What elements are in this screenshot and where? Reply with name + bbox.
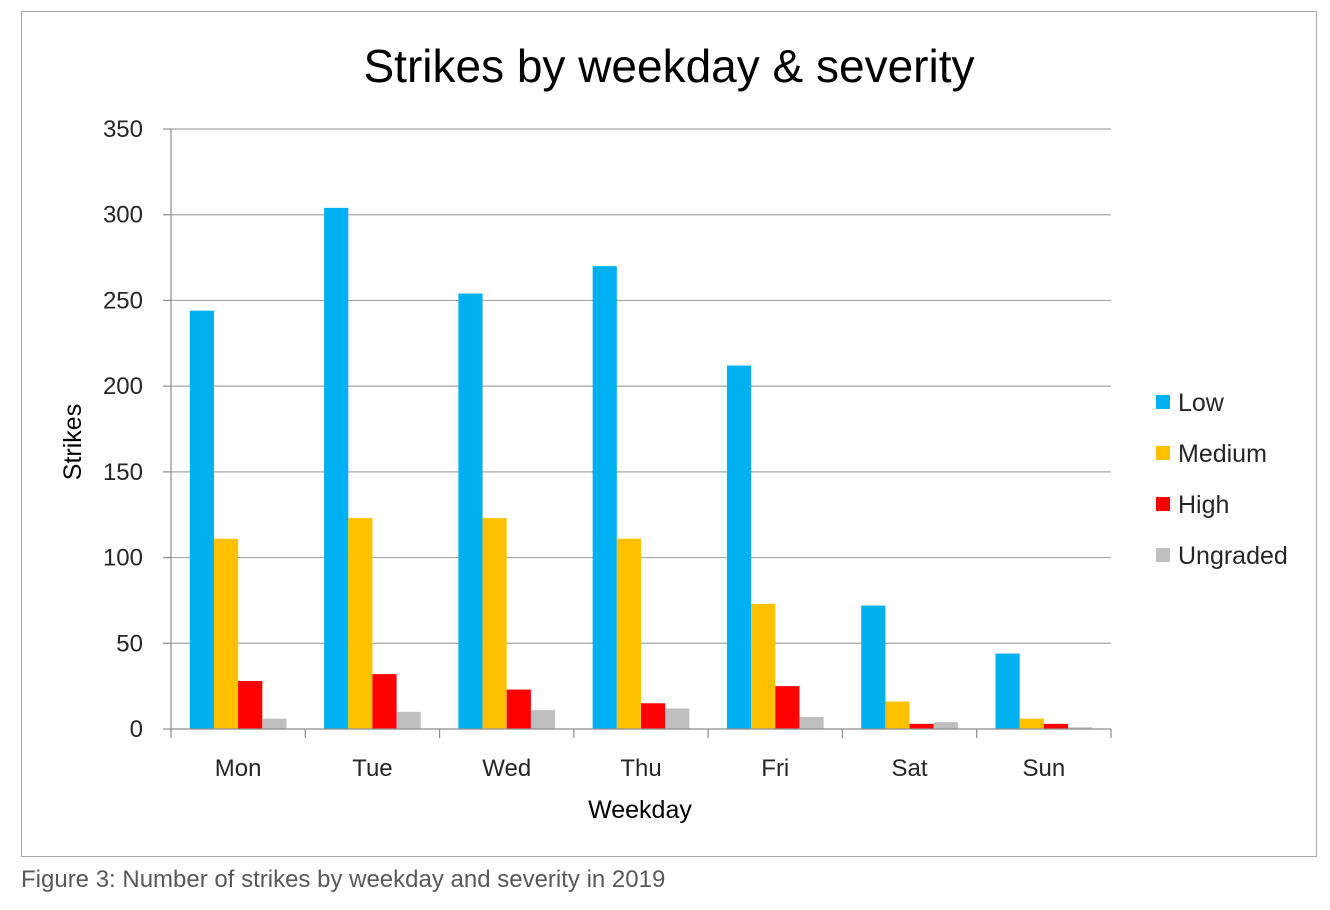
y-axis-title: Strikes [59,404,87,480]
x-tick-label-mon: Mon [215,755,262,782]
legend-swatch-low [1156,395,1170,409]
x-tick-label-sun: Sun [1023,755,1066,782]
bar-thu-medium [616,538,641,729]
legend-label-ungraded: Ungraded [1178,542,1288,570]
x-tick-label-fri: Fri [761,755,789,782]
bar-tue-high [372,674,397,729]
y-tick-label-200: 200 [103,373,143,400]
bar-sun-low [995,653,1020,729]
x-tick-label-thu: Thu [620,755,661,782]
bar-wed-high [506,689,531,729]
axes: 0 50 100 150 200 250 300 350 Mon Tue Wed Thu Fri Sat S… [103,116,1112,782]
bar-fri-medium [751,603,776,729]
bar-mon-medium [213,538,239,729]
legend-swatch-medium [1156,446,1170,460]
y-tick-label-0: 0 [130,716,143,743]
bar-mon-high [238,681,263,729]
y-tick-label-150: 150 [103,459,143,486]
chart-title: Strikes by weekday & severity [363,40,974,92]
legend-label-low: Low [1178,389,1225,417]
bar-fri-low [726,365,752,729]
bar-sun-medium [1019,718,1044,729]
bar-sun-high [1043,723,1069,729]
bar-wed-ungraded [530,710,556,729]
bar-thu-ungraded [665,708,690,729]
bar-sat-ungraded [933,722,958,729]
bar-fri-high [775,686,800,729]
y-tick-label-50: 50 [116,630,143,657]
x-tick-label-tue: Tue [352,755,392,782]
legend: Low Medium High Ungraded [1156,389,1288,570]
bar-sat-low [861,605,886,729]
bar-wed-medium [482,518,507,729]
bar-sun-ungraded [1068,727,1093,729]
x-tick-label-wed: Wed [482,755,531,782]
legend-swatch-high [1156,497,1170,511]
y-tick-label-300: 300 [103,202,143,229]
bar-sat-medium [885,701,910,729]
bar-sat-high [909,723,934,729]
legend-swatch-ungraded [1156,548,1170,562]
bar-thu-high [641,703,666,729]
chart-svg: Strikes by weekday & severity 0 50 100 150 2… [59,40,1288,824]
y-tick-label-250: 250 [103,287,143,314]
bar-tue-low [324,207,349,729]
bar-mon-ungraded [262,718,287,729]
legend-label-high: High [1178,491,1229,519]
legend-label-medium: Medium [1178,440,1267,468]
y-tick-label-100: 100 [103,545,143,572]
x-tick-label-sat: Sat [892,755,928,782]
bar-tue-ungraded [396,711,421,729]
bars [189,207,1093,729]
figure-caption: Figure 3: Number of strikes by weekday a… [21,866,666,893]
y-tick-label-350: 350 [103,116,143,143]
bar-thu-low [592,266,617,729]
bar-tue-medium [348,518,373,729]
x-axis-title: Weekday [588,796,692,824]
bar-fri-ungraded [799,717,824,729]
bar-mon-low [189,310,214,729]
bar-wed-low [458,293,483,729]
